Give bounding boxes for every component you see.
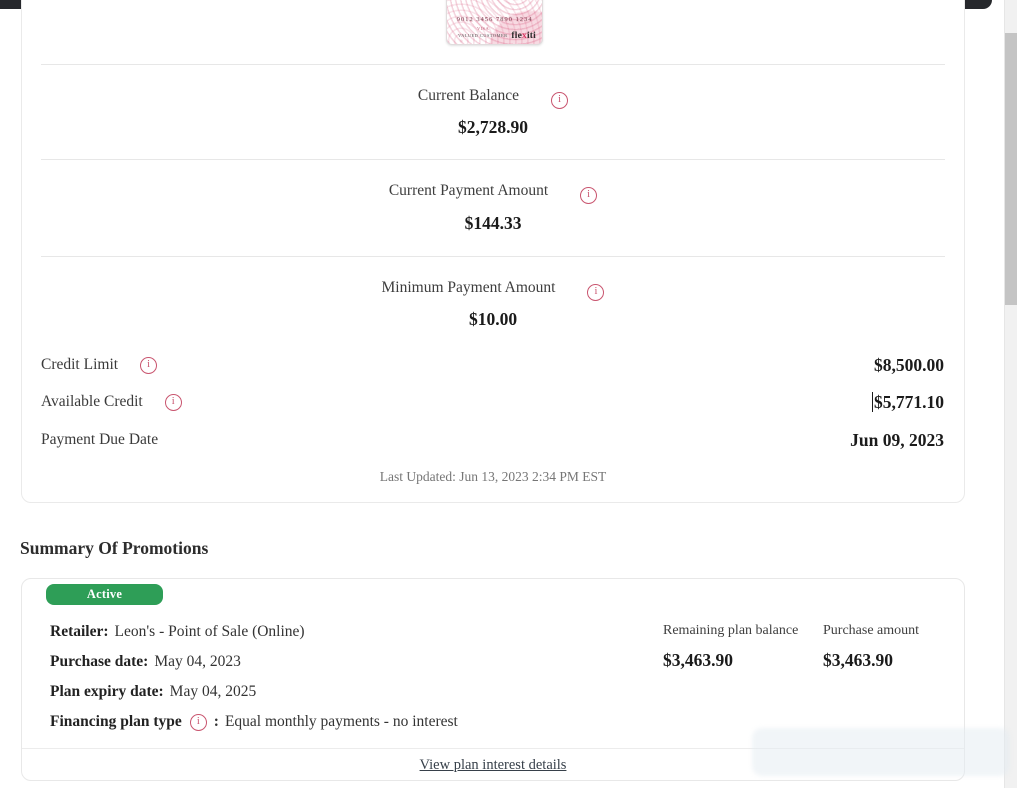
payment-due-date-row: Payment Due Date Jun 09, 2023 <box>41 430 944 450</box>
account-summary-card: 9012 3456 7890 1234 VISA VALUED CUSTOMER… <box>21 0 965 503</box>
promotion-card-footer: View plan interest details <box>22 748 964 782</box>
promotion-card: Active Retailer: Leon's - Point of Sale (… <box>21 578 965 781</box>
info-icon[interactable] <box>189 713 207 731</box>
purchase-amount-column: Purchase amount $3,463.90 <box>823 623 920 670</box>
financing-plan-type-row: Financing plan type : Equal monthly paym… <box>50 711 458 733</box>
plan-expiry-row: Plan expiry date: May 04, 2025 <box>50 683 257 700</box>
current-balance-label: Current Balance <box>22 86 964 109</box>
scrollbar-thumb[interactable] <box>1005 33 1017 305</box>
view-plan-interest-details-link[interactable]: View plan interest details <box>419 757 567 773</box>
remaining-plan-balance-column: Remaining plan balance $3,463.90 <box>663 623 799 670</box>
last-updated-text: Last Updated: Jun 13, 2023 2:34 PM EST <box>379 469 607 484</box>
scrollbar-track[interactable] <box>1004 0 1017 788</box>
minimum-payment-amount-label: Minimum Payment Amount <box>22 278 964 301</box>
minimum-payment-amount-value: $10.00 <box>468 309 518 329</box>
promotions-heading: Summary Of Promotions <box>20 538 209 558</box>
credit-limit-row: Credit Limit $8,500.00 <box>41 354 944 376</box>
available-credit-row: Available Credit $5,771.10 <box>41 391 944 413</box>
current-payment-amount-value: $144.33 <box>464 213 522 233</box>
info-icon[interactable] <box>580 186 598 204</box>
credit-card-image: 9012 3456 7890 1234 VISA VALUED CUSTOMER… <box>446 0 543 45</box>
info-icon[interactable] <box>140 356 158 374</box>
retailer-row: Retailer: Leon's - Point of Sale (Online) <box>50 623 305 640</box>
flexiti-logo: flexiti <box>511 31 536 41</box>
info-icon[interactable] <box>551 91 569 109</box>
purchase-date-row: Purchase date: May 04, 2023 <box>50 653 241 670</box>
info-icon[interactable] <box>587 283 605 301</box>
text-cursor <box>871 392 873 412</box>
card-network-label: VISA <box>477 26 490 31</box>
info-icon[interactable] <box>164 393 182 411</box>
card-number: 9012 3456 7890 1234 <box>456 16 533 23</box>
current-balance-value: $2,728.90 <box>458 117 528 137</box>
section-divider <box>41 256 945 257</box>
section-divider <box>41 159 945 160</box>
current-payment-amount-label: Current Payment Amount <box>22 181 964 204</box>
card-holder-name: VALUED CUSTOMER <box>458 33 508 38</box>
status-badge: Active <box>46 584 163 605</box>
section-divider <box>41 64 945 65</box>
